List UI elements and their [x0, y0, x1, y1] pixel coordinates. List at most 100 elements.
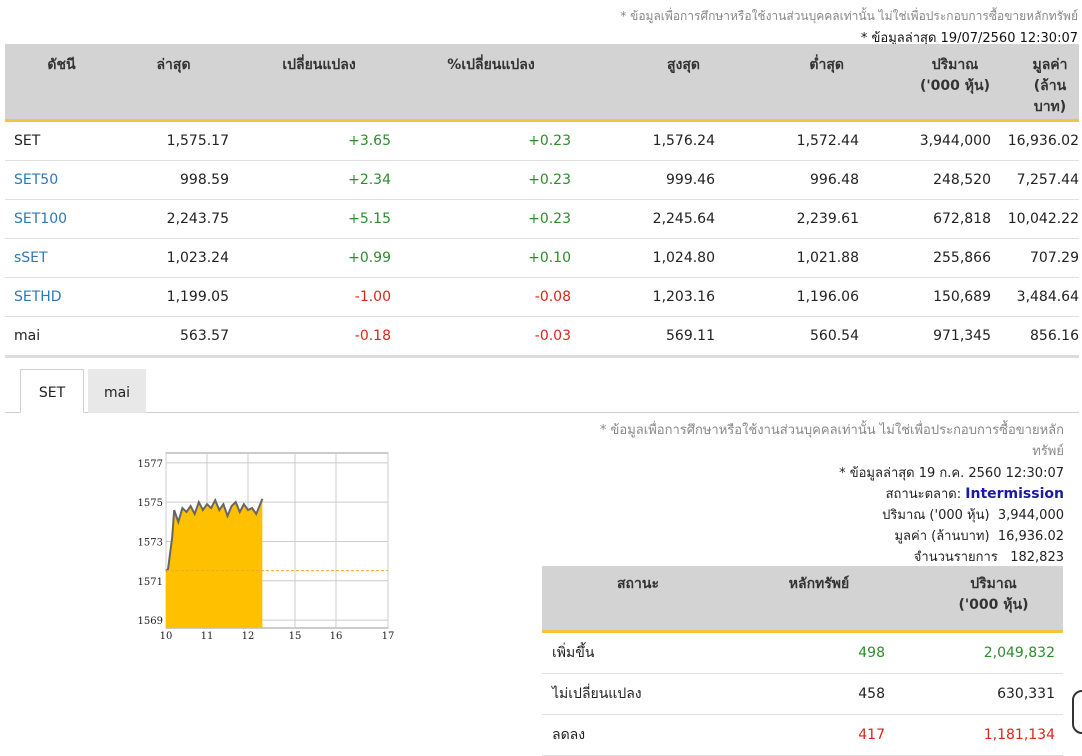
index-low: 1,196.06	[725, 278, 869, 317]
index-change-pct: -0.03	[401, 317, 581, 357]
index-low: 1,021.88	[725, 239, 869, 278]
disclaimer-text: * ข้อมูลเพื่อการศึกษาหรือใช้งานส่วนบุคคล…	[620, 7, 1078, 26]
chart-y-tick-label: 1575	[138, 498, 163, 509]
index-last: 1,023.24	[110, 239, 237, 278]
index-volume: 248,520	[869, 161, 1001, 200]
index-change-pct: +0.23	[401, 161, 581, 200]
index-change-pct: -0.08	[401, 278, 581, 317]
table-row: SET50998.59+2.34+0.23999.46996.48248,520…	[5, 161, 1079, 200]
index-name[interactable]: SETHD	[5, 278, 110, 317]
col-volume-unit: ('000 หุ้น)	[870, 76, 1000, 97]
table-row: sSET1,023.24+0.99+0.101,024.801,021.8825…	[5, 239, 1079, 278]
market-value: มูลค่า (ล้านบาท) 16,936.02	[894, 525, 1064, 546]
summary-status: ไม่เปลี่ยนแปลง	[542, 674, 734, 715]
index-volume: 150,689	[869, 278, 1001, 317]
set-intraday-chart: 15771575157315711569101112151617	[128, 448, 398, 643]
index-change-pct: +0.10	[401, 239, 581, 278]
index-volume: 255,866	[869, 239, 1001, 278]
summary-count: 498	[734, 632, 885, 674]
market-summary-table: สถานะ หลักทรัพย์ ปริมาณ ('000 หุ้น) เพิ่…	[542, 566, 1063, 756]
index-change-pct: +0.23	[401, 121, 581, 161]
summary-table-header: สถานะ หลักทรัพย์ ปริมาณ ('000 หุ้น)	[542, 566, 1063, 632]
market-status: สถานะตลาด: Intermission	[886, 483, 1064, 504]
col-high: สูงสุด	[581, 44, 725, 121]
index-name[interactable]: sSET	[5, 239, 110, 278]
index-low: 996.48	[725, 161, 869, 200]
table-row: mai563.57-0.18-0.03569.11560.54971,34585…	[5, 317, 1079, 357]
index-volume: 3,944,000	[869, 121, 1001, 161]
index-change: +2.34	[237, 161, 401, 200]
table-row: SETHD1,199.05-1.00-0.081,203.161,196.061…	[5, 278, 1079, 317]
index-table: ดัชนี ล่าสุด เปลี่ยนแปลง %เปลี่ยนแปลง สู…	[5, 44, 1079, 358]
table-row: ลดลง4171,181,134	[542, 715, 1063, 756]
index-change: +0.99	[237, 239, 401, 278]
summary-status: ลดลง	[542, 715, 734, 756]
chart-x-tick-label: 16	[330, 631, 343, 642]
chart-x-tick-label: 15	[289, 631, 302, 642]
summary-count: 458	[734, 674, 885, 715]
summary-volume: 1,181,134	[885, 715, 1063, 756]
table-row: เพิ่มขึ้น4982,049,832	[542, 632, 1063, 674]
index-value: 16,936.02	[1001, 121, 1079, 161]
index-name[interactable]: SET100	[5, 200, 110, 239]
market-disclaimer: * ข้อมูลเพื่อการศึกษาหรือใช้งานส่วนบุคคล…	[544, 420, 1064, 462]
col-index: ดัชนี	[5, 44, 110, 121]
col-change: เปลี่ยนแปลง	[237, 44, 401, 121]
index-volume: 971,345	[869, 317, 1001, 357]
index-high: 1,024.80	[581, 239, 725, 278]
chart-x-tick-label: 11	[201, 631, 214, 642]
index-low: 1,572.44	[725, 121, 869, 161]
index-change: -0.18	[237, 317, 401, 357]
summary-volume: 2,049,832	[885, 632, 1063, 674]
index-name: mai	[5, 317, 110, 357]
table-row: SET1,575.17+3.65+0.231,576.241,572.443,9…	[5, 121, 1079, 161]
market-value-value: 16,936.02	[998, 529, 1064, 544]
market-trades-value: 182,823	[1010, 550, 1064, 565]
index-high: 2,245.64	[581, 200, 725, 239]
index-change: +3.65	[237, 121, 401, 161]
market-trades-label: จำนวนรายการ	[914, 550, 998, 565]
table-row: ไม่เปลี่ยนแปลง458630,331	[542, 674, 1063, 715]
col-value: มูลค่า (ล้านบาท)	[1001, 44, 1079, 121]
table-row: SET1002,243.75+5.15+0.232,245.642,239.61…	[5, 200, 1079, 239]
tab-mai[interactable]: mai	[88, 369, 146, 413]
summary-status: เพิ่มขึ้น	[542, 632, 734, 674]
col-volume: ปริมาณ ('000 หุ้น)	[869, 44, 1001, 121]
market-updated: * ข้อมูลล่าสุด 19 ก.ค. 2560 12:30:07	[839, 462, 1064, 483]
chart-y-tick-label: 1569	[138, 616, 163, 627]
summary-volume: 630,331	[885, 674, 1063, 715]
index-name: SET	[5, 121, 110, 161]
chart-x-tick-label: 17	[382, 631, 395, 642]
chart-y-tick-label: 1571	[138, 577, 163, 588]
market-disclaimer-line1: * ข้อมูลเพื่อการศึกษาหรือใช้งานส่วนบุคคล…	[600, 423, 1064, 438]
index-volume: 672,818	[869, 200, 1001, 239]
col-volume-label: ปริมาณ	[870, 55, 1000, 76]
col-value-label: มูลค่า	[1002, 55, 1078, 76]
col-change-pct: %เปลี่ยนแปลง	[401, 44, 581, 121]
chart-x-tick-label: 10	[160, 631, 173, 642]
col-sum-volume-label: ปริมาณ	[925, 574, 1062, 595]
chart-y-tick-label: 1573	[138, 537, 163, 548]
index-change: +5.15	[237, 200, 401, 239]
index-last: 1,199.05	[110, 278, 237, 317]
market-volume-value: 3,944,000	[998, 508, 1064, 523]
index-value: 10,042.22	[1001, 200, 1079, 239]
market-disclaimer-line2: ทรัพย์	[1032, 444, 1064, 459]
index-tabs: SET mai	[5, 369, 1079, 413]
index-value: 707.29	[1001, 239, 1079, 278]
market-value-label: มูลค่า (ล้านบาท)	[894, 529, 989, 544]
index-low: 2,239.61	[725, 200, 869, 239]
market-volume: ปริมาณ ('000 หุ้น) 3,944,000	[882, 504, 1064, 525]
index-low: 560.54	[725, 317, 869, 357]
index-name[interactable]: SET50	[5, 161, 110, 200]
chart-area-fill	[166, 499, 262, 628]
index-value: 7,257.44	[1001, 161, 1079, 200]
market-status-value: Intermission	[965, 486, 1064, 502]
tab-set[interactable]: SET	[20, 369, 84, 413]
index-high: 999.46	[581, 161, 725, 200]
index-high: 1,203.16	[581, 278, 725, 317]
col-sum-volume: ปริมาณ ('000 หุ้น)	[885, 566, 1063, 632]
index-value: 3,484.64	[1001, 278, 1079, 317]
chart-y-tick-label: 1577	[138, 459, 163, 470]
market-status-label: สถานะตลาด:	[886, 487, 962, 502]
